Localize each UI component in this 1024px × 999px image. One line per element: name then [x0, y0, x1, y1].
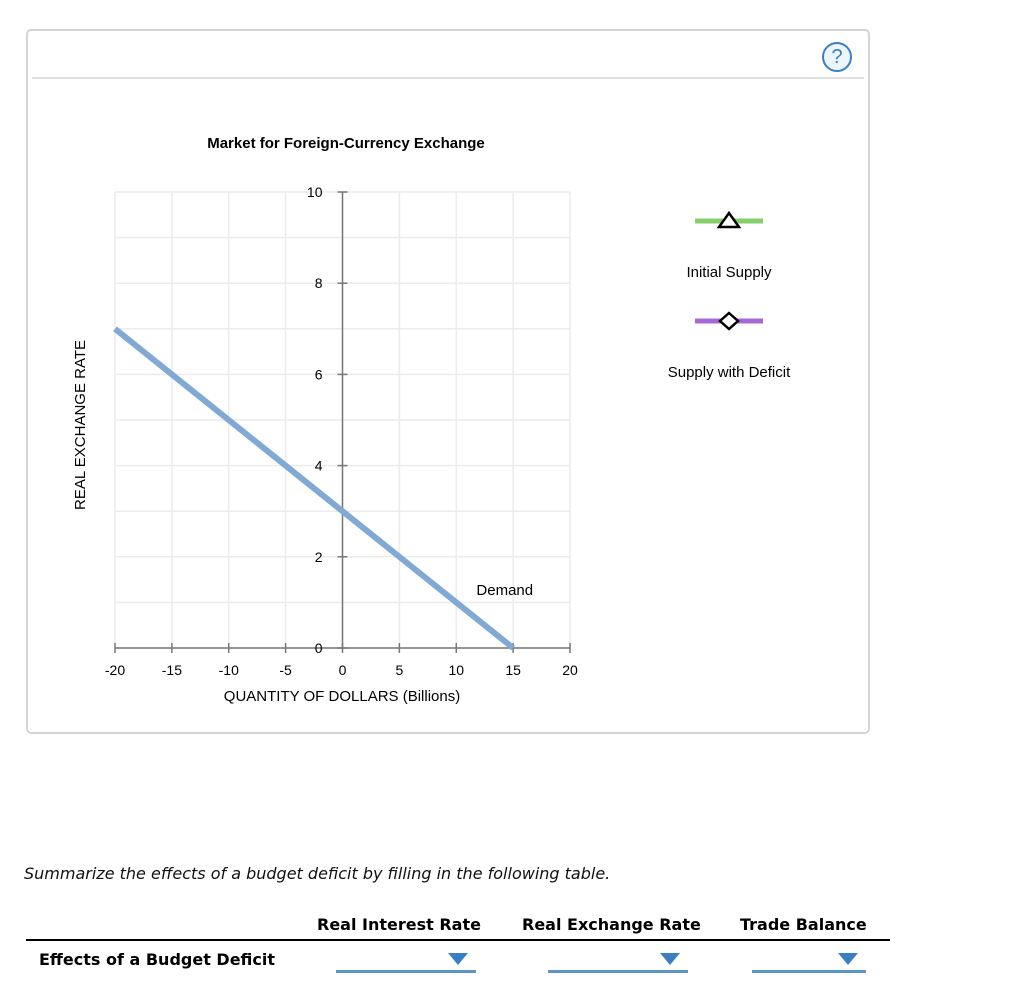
x-tick-label: 15 [505, 662, 521, 678]
x-tick-label: -5 [279, 662, 292, 678]
x-axis-label: QUANTITY OF DOLLARS (Billions) [224, 688, 460, 705]
triangle-marker-icon [716, 210, 742, 229]
instructions: Summarize the effects of a budget defici… [24, 864, 611, 883]
y-tick-label: 4 [315, 458, 323, 474]
real-exchange-rate-dropdown[interactable] [548, 950, 688, 973]
panel-divider [32, 77, 864, 79]
y-tick-label: 6 [315, 366, 323, 382]
y-tick-label: 8 [315, 275, 323, 291]
header-real-interest-rate: Real Interest Rate [317, 915, 481, 934]
dropdown-arrow-icon [838, 953, 858, 965]
legend-label-0: Initial Supply [686, 264, 772, 281]
y-tick-label: 0 [315, 640, 323, 656]
real-interest-rate-dropdown[interactable] [336, 950, 476, 973]
header-trade-balance: Trade Balance [740, 915, 867, 934]
row-label: Effects of a Budget Deficit [39, 950, 276, 969]
legend-label-1: Supply with Deficit [668, 364, 791, 381]
y-tick-label: 10 [307, 184, 323, 200]
x-tick-label: 0 [339, 662, 347, 678]
dropdown-arrow-icon [660, 953, 680, 965]
chart-title: Market for Foreign-Currency Exchange [207, 135, 485, 152]
x-tick-label: -20 [105, 662, 125, 678]
trade-balance-dropdown[interactable] [752, 950, 866, 973]
y-tick-label: 2 [315, 549, 323, 565]
diamond-marker-icon [718, 311, 740, 331]
chart: 0 2 4 6 8 10 -20 -15 -10 -5 0 5 10 15 20 Demand Market f… [72, 135, 791, 705]
x-tick-label: -10 [219, 662, 239, 678]
demand-label: Demand [476, 582, 533, 599]
header-real-exchange-rate: Real Exchange Rate [522, 915, 701, 934]
x-tick-label: 20 [562, 662, 578, 678]
dropdown-arrow-icon [448, 953, 468, 965]
graph-panel [26, 29, 870, 734]
demand-curve [113, 326, 516, 651]
table-rule [26, 939, 890, 941]
x-tick-label: -15 [162, 662, 182, 678]
y-axis-label: REAL EXCHANGE RATE [72, 340, 89, 510]
help-icon[interactable]: ? [822, 42, 852, 72]
x-tick-label: 5 [395, 662, 403, 678]
x-tick-label: 10 [448, 662, 464, 678]
